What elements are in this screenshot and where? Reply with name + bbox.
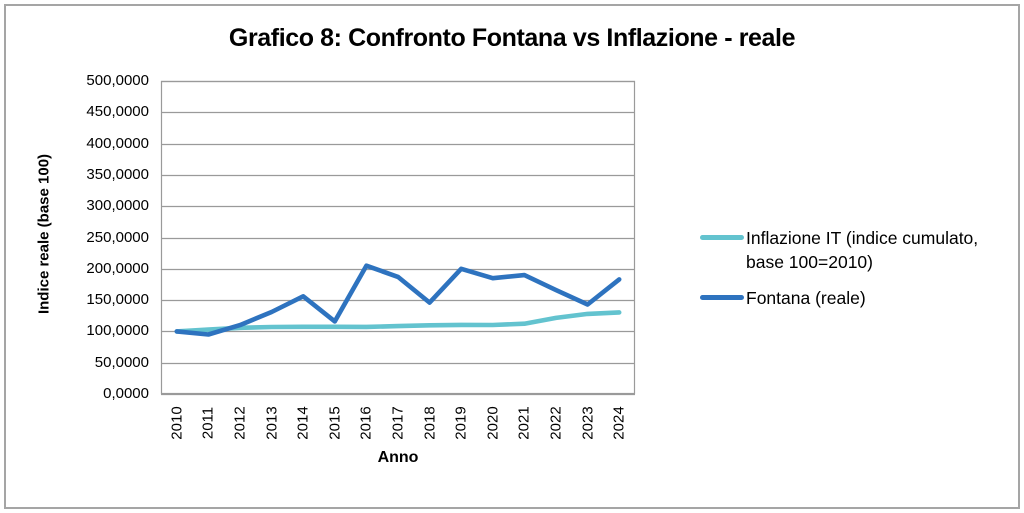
- x-tick-label: 2020: [484, 406, 502, 440]
- x-tick-label: 2016: [357, 406, 375, 440]
- y-tick-label: 450,0000: [86, 103, 149, 121]
- chart-frame: Grafico 8: Confronto Fontana vs Inflazio…: [4, 4, 1020, 509]
- legend-label-inflazione: Inflazione IT (indice cumulato, base 100…: [746, 228, 979, 272]
- y-tick-label: 500,0000: [86, 72, 149, 89]
- legend-line-swatch-fontana: [700, 295, 744, 300]
- y-tick-label: 200,0000: [86, 259, 149, 277]
- series-line-inflazione: [174, 310, 622, 334]
- x-tick-label: 2011: [199, 406, 217, 440]
- x-tick-label: 2024: [610, 406, 628, 440]
- y-tick-label: 50,0000: [94, 353, 149, 371]
- y-tick-label: 0,0000: [103, 385, 149, 402]
- x-tick-label: 2023: [579, 406, 597, 440]
- y-tick-label: 100,0000: [86, 322, 149, 340]
- x-tick-label: 2019: [452, 406, 470, 440]
- x-tick-label: 2015: [326, 406, 344, 440]
- plot-border: [160, 80, 636, 395]
- x-tick-label: 2018: [421, 406, 439, 440]
- x-tick-label: 2017: [389, 406, 407, 440]
- legend-label-fontana: Fontana (reale): [746, 288, 866, 308]
- legend-item-inflazione: Inflazione IT (indice cumulato, base 100…: [700, 226, 1012, 274]
- x-axis-title: Anno: [377, 449, 419, 466]
- y-tick-label: 400,0000: [86, 134, 149, 152]
- series-line-fontana: [174, 263, 622, 337]
- y-tick-label: 150,0000: [86, 291, 149, 309]
- plot-canvas: [160, 80, 636, 396]
- y-tick-label: 250,0000: [86, 228, 149, 246]
- x-tick-label: 2014: [294, 406, 312, 440]
- x-tick-label: 2012: [231, 406, 249, 440]
- x-tick-label: 2013: [263, 406, 281, 440]
- x-tick-label: 2021: [515, 406, 533, 440]
- legend-item-fontana: Fontana (reale): [700, 286, 1012, 310]
- x-tick-label: 2022: [547, 406, 565, 440]
- y-tick-label: 300,0000: [86, 197, 149, 215]
- y-tick-label: 350,0000: [86, 165, 149, 183]
- legend: Inflazione IT (indice cumulato, base 100…: [700, 226, 1012, 322]
- legend-line-swatch-inflazione: [700, 235, 744, 240]
- x-tick-label: 2010: [168, 406, 186, 440]
- plot-area: [160, 80, 636, 396]
- chart-title: Grafico 8: Confronto Fontana vs Inflazio…: [228, 24, 796, 52]
